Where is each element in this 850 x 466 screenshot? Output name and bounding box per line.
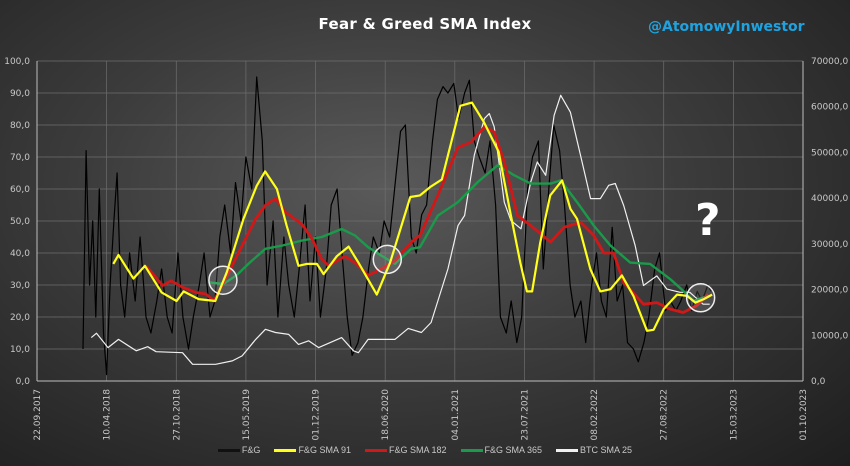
legend-swatch [556, 448, 579, 452]
series-line-f-g [82, 76, 712, 376]
legend-label: F&G SMA 365 [484, 445, 543, 455]
y-left-tick-label: 40,0 [10, 249, 30, 259]
legend-swatch [364, 448, 387, 452]
highlight-circle [372, 244, 403, 275]
y-right-tick-label: 10000,0 [811, 331, 848, 341]
legend-item: F&G SMA 182 [364, 445, 447, 455]
highlight-circle [685, 283, 716, 313]
legend-swatch [274, 448, 297, 452]
x-tick-label: 23.07.2021 [520, 389, 530, 441]
x-tick-label: 15.03.2023 [729, 389, 739, 441]
y-left-tick-label: 70,0 [10, 153, 30, 163]
y-right-tick-label: 70000,0 [811, 57, 848, 67]
series-line-f-g-sma-182 [144, 125, 710, 314]
x-tick-label: 15.05.2019 [242, 389, 252, 441]
legend-swatch [217, 448, 240, 452]
legend-item: F&G SMA 91 [274, 445, 351, 455]
x-tick-label: 27.10.2018 [172, 389, 182, 441]
legend-label: F&G SMA 182 [388, 445, 447, 455]
series-line-f-g-sma-365 [209, 164, 709, 303]
y-right-tick-label: 40000,0 [811, 194, 848, 204]
y-left-tick-label: 10,0 [10, 345, 30, 355]
x-tick-label: 10.04.2018 [103, 389, 113, 441]
legend-label: F&G SMA 91 [298, 445, 351, 455]
legend-label: F&G [241, 445, 261, 455]
y-right-tick-label: 0,0 [811, 377, 826, 387]
y-left-tick-label: 0,0 [16, 377, 31, 387]
gridlines [37, 60, 803, 381]
legend-swatch [460, 448, 483, 452]
x-tick-label: 01.10.2023 [799, 389, 809, 441]
series-line-f-g-sma-91 [112, 101, 713, 332]
y-left-tick-label: 20,0 [10, 313, 30, 323]
y-left-tick-label: 30,0 [10, 281, 30, 291]
y-right-tick-label: 20000,0 [811, 286, 848, 296]
y-left-tick-label: 100,0 [4, 57, 30, 67]
x-tick-label: 04.01.2021 [451, 389, 461, 441]
highlight-circles [208, 244, 716, 313]
y-right-tick-label: 50000,0 [811, 148, 848, 158]
watermark-handle: @AtomowyInwestor [648, 19, 805, 35]
legend: F&G F&G SMA 91 F&G SMA 182 F&G SMA 365 B… [0, 445, 850, 455]
y-right-tick-label: 30000,0 [811, 240, 848, 250]
y-left-tick-label: 60,0 [10, 185, 30, 195]
series-line-btc-sma-25 [90, 94, 710, 365]
x-tick-label: 01.12.2019 [312, 389, 322, 441]
y-left-tick-label: 50,0 [10, 217, 30, 227]
y-right-tick-label: 60000,0 [811, 103, 848, 113]
series-lines [82, 76, 713, 376]
y-left-tick-label: 90,0 [10, 89, 30, 99]
axes: 0,0 10,0 20,0 30,0 40,0 50,0 60,0 70,0 80,0 90,0 1… [4, 57, 848, 441]
x-tick-label: 27.08.2022 [660, 389, 670, 441]
legend-label: BTC SMA 25 [580, 445, 633, 455]
question-mark-annotation: ? [695, 195, 721, 246]
x-tick-label: 22.09.2017 [33, 389, 43, 441]
chart-title: Fear & Greed SMA Index [318, 15, 532, 33]
legend-item: BTC SMA 25 [556, 445, 632, 455]
x-tick-label: 18.06.2020 [381, 389, 391, 441]
y-left-tick-label: 80,0 [10, 121, 30, 131]
legend-item: F&G SMA 365 [460, 445, 543, 455]
legend-item: F&G [217, 445, 261, 455]
x-tick-label: 08.02.2022 [590, 389, 600, 441]
highlight-circle [208, 265, 238, 295]
